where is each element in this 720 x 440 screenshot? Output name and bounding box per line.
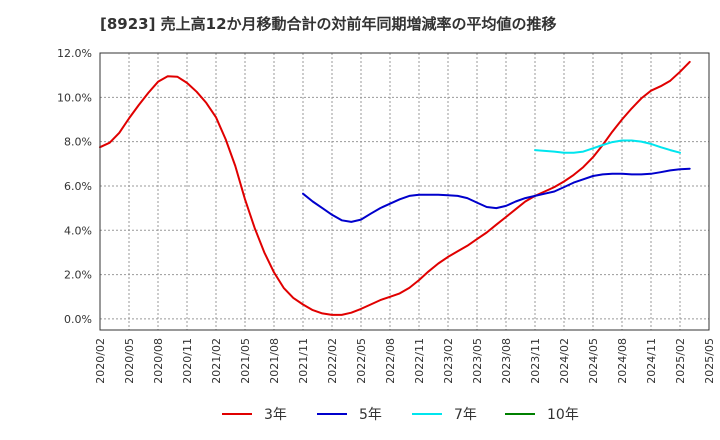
x-axis: 2020/02 2020/05 2020/08 2020/11 2021/02 2021/… bbox=[94, 338, 716, 384]
x-tick-label: 2023/08 bbox=[500, 338, 513, 384]
x-tick-label: 2022/11 bbox=[413, 338, 426, 384]
x-tick-label: 2020/02 bbox=[94, 338, 107, 384]
x-tick-label: 2022/05 bbox=[355, 338, 368, 384]
chart-title: [8923] 売上高12か月移動合計の対前年同期増減率の平均値の推移 bbox=[100, 15, 557, 33]
x-tick-label: 2023/05 bbox=[471, 338, 484, 384]
x-tick-label: 2021/08 bbox=[268, 338, 281, 384]
y-tick-label: 2.0% bbox=[64, 269, 92, 282]
x-tick-label: 2022/08 bbox=[384, 338, 397, 384]
x-tick-label: 2020/11 bbox=[181, 338, 194, 384]
series-line-5年 bbox=[302, 167, 691, 223]
series-lines bbox=[99, 60, 691, 316]
legend-label: 10年 bbox=[547, 407, 579, 423]
x-tick-label: 2024/02 bbox=[558, 338, 571, 384]
y-tick-label: 0.0% bbox=[64, 313, 92, 326]
legend-label: 5年 bbox=[359, 407, 382, 423]
series-line-7年 bbox=[534, 139, 681, 154]
series-line-3年 bbox=[99, 60, 691, 316]
x-tick-label: 2024/11 bbox=[645, 338, 658, 384]
plot-frame bbox=[99, 52, 710, 331]
grid bbox=[99, 52, 710, 330]
plot-area-border bbox=[99, 52, 710, 331]
x-tick-label: 2025/02 bbox=[674, 338, 687, 384]
x-tick-label: 2023/11 bbox=[529, 338, 542, 384]
y-axis: 0.0% 2.0% 4.0% 6.0% 8.0% 10.0% 12.0% bbox=[57, 47, 92, 326]
x-tick-label: 2023/02 bbox=[442, 338, 455, 384]
legend-label: 3年 bbox=[264, 407, 287, 423]
legend-label: 7年 bbox=[454, 407, 477, 423]
x-tick-label: 2024/05 bbox=[587, 338, 600, 384]
legend: 3年 5年 7年 10年 bbox=[222, 407, 579, 423]
y-tick-label: 4.0% bbox=[64, 224, 92, 237]
x-tick-label: 2021/05 bbox=[239, 338, 252, 384]
y-tick-label: 10.0% bbox=[57, 91, 92, 104]
x-tick-label: 2020/08 bbox=[152, 338, 165, 384]
y-tick-label: 8.0% bbox=[64, 136, 92, 149]
y-tick-label: 12.0% bbox=[57, 47, 92, 60]
x-tick-label: 2025/05 bbox=[703, 338, 716, 384]
x-tick-label: 2021/11 bbox=[297, 338, 310, 384]
y-tick-label: 6.0% bbox=[64, 180, 92, 193]
x-tick-label: 2021/02 bbox=[210, 338, 223, 384]
x-tick-label: 2020/05 bbox=[123, 338, 136, 384]
x-tick-label: 2022/02 bbox=[326, 338, 339, 384]
x-tick-label: 2024/08 bbox=[616, 338, 629, 384]
